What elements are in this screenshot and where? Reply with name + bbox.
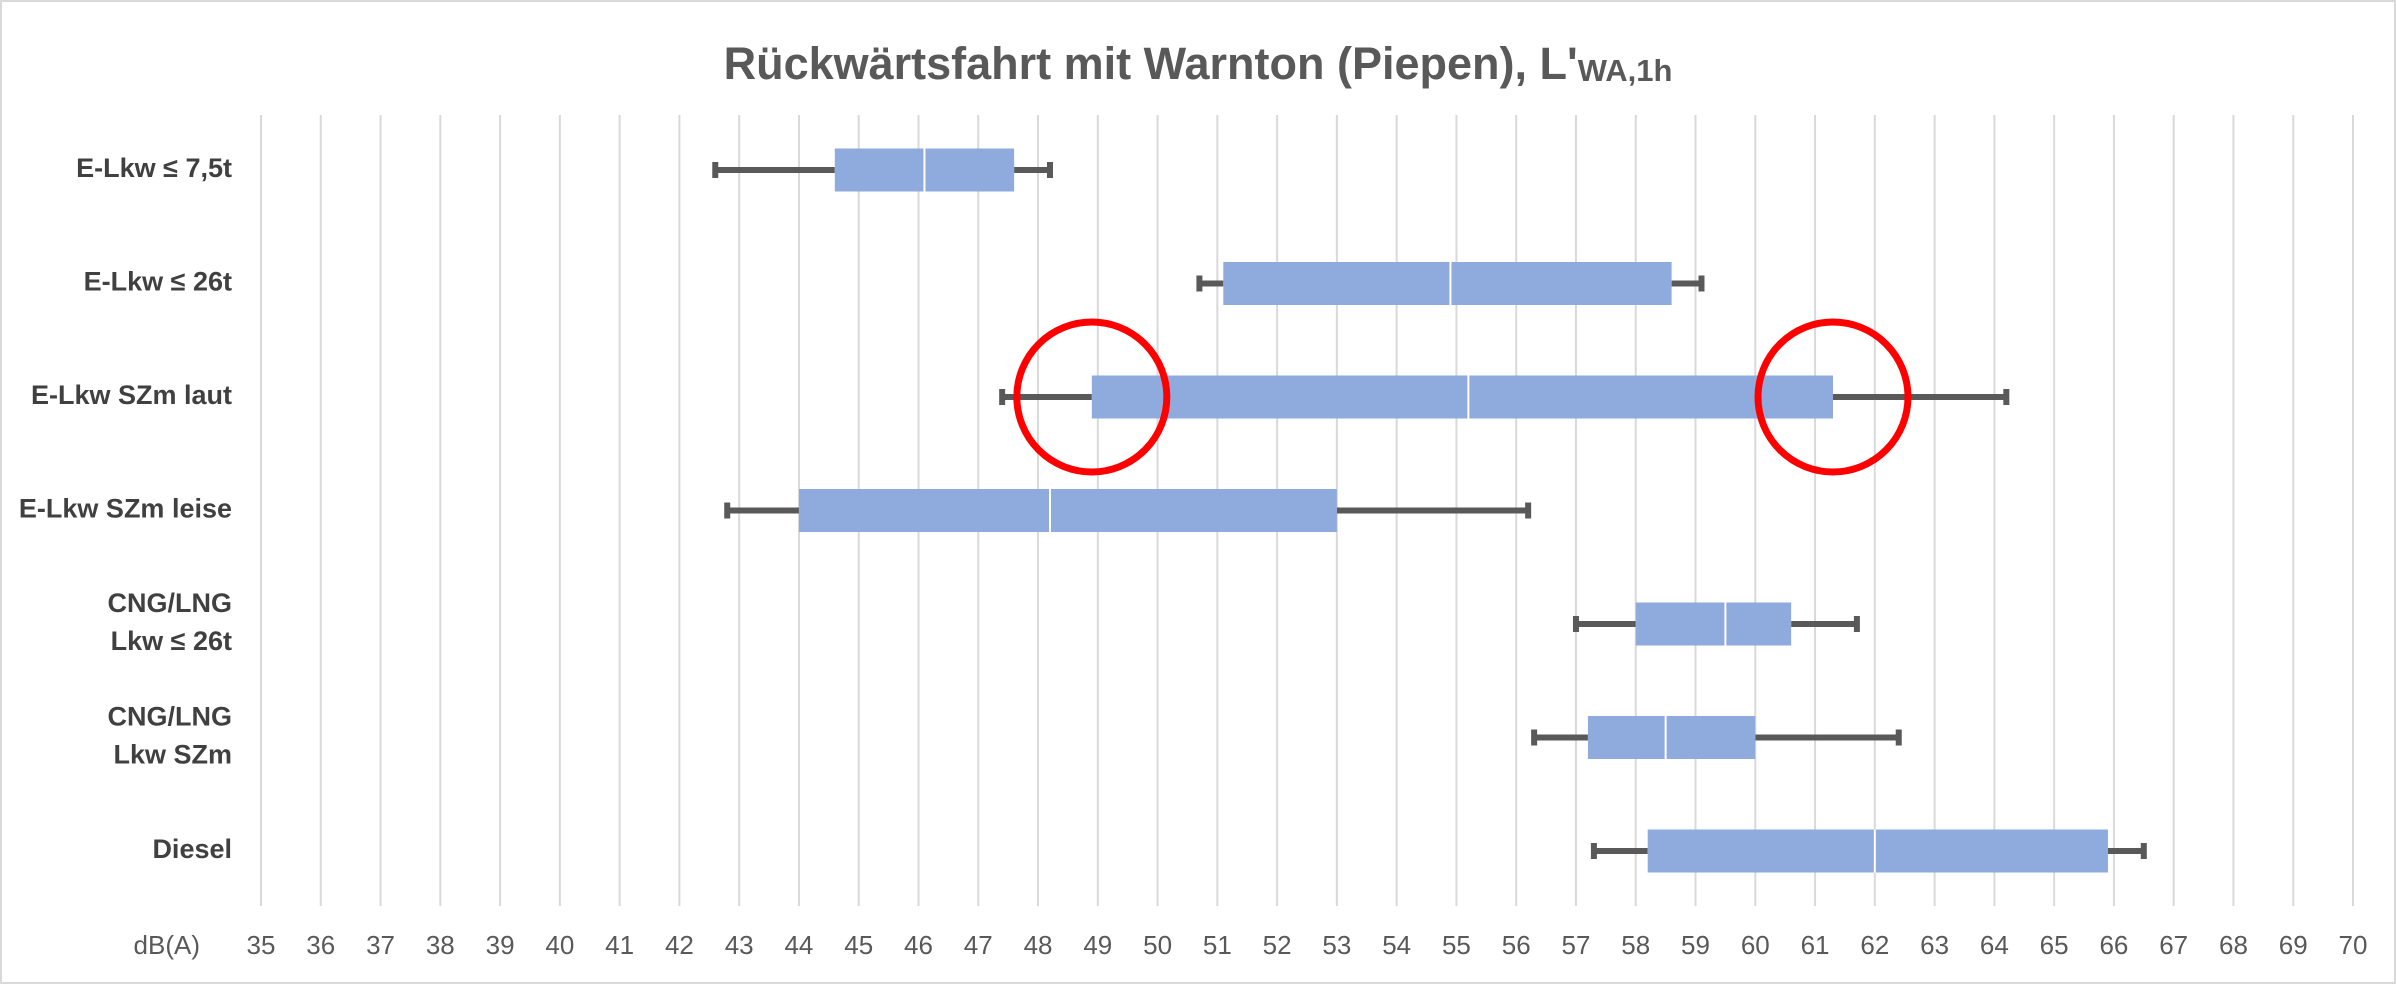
x-tick-label: 67 bbox=[2159, 930, 2188, 960]
y-tick-label: Lkw SZm bbox=[113, 740, 232, 770]
title-main: Rückwärtsfahrt mit Warnton (Piepen), L' bbox=[724, 38, 1578, 89]
x-tick-label: 63 bbox=[1920, 930, 1949, 960]
x-tick-label: 65 bbox=[2040, 930, 2069, 960]
x-tick-label: 37 bbox=[366, 930, 395, 960]
x-tick-label: 55 bbox=[1442, 930, 1471, 960]
x-tick-label: 47 bbox=[964, 930, 993, 960]
x-tick-label: 51 bbox=[1203, 930, 1232, 960]
box bbox=[1635, 602, 1792, 646]
chart-title: Rückwärtsfahrt mit Warnton (Piepen), L'W… bbox=[724, 38, 1673, 89]
y-tick-label: E-Lkw ≤ 26t bbox=[84, 267, 232, 297]
y-tick-label: E-Lkw ≤ 7,5t bbox=[76, 153, 232, 183]
x-tick-label: 53 bbox=[1322, 930, 1351, 960]
box bbox=[1587, 716, 1756, 759]
box bbox=[1091, 375, 1833, 419]
x-tick-label: 57 bbox=[1562, 930, 1591, 960]
x-tick-label: 62 bbox=[1860, 930, 1889, 960]
box bbox=[1647, 829, 2108, 873]
x-tick-label: 64 bbox=[1980, 930, 2009, 960]
x-tick-label: 38 bbox=[426, 930, 455, 960]
y-tick-label: Lkw ≤ 26t bbox=[111, 626, 232, 656]
y-tick-label: CNG/LNG bbox=[108, 588, 233, 618]
x-tick-label: 66 bbox=[2099, 930, 2128, 960]
x-tick-label: 61 bbox=[1801, 930, 1830, 960]
x-tick-label: 41 bbox=[605, 930, 634, 960]
x-tick-label: 54 bbox=[1382, 930, 1411, 960]
x-tick-label: 44 bbox=[784, 930, 813, 960]
x-tick-label: 48 bbox=[1024, 930, 1053, 960]
x-tick-label: 52 bbox=[1263, 930, 1292, 960]
x-tick-label: 60 bbox=[1741, 930, 1770, 960]
x-tick-label: 59 bbox=[1681, 930, 1710, 960]
x-tick-label: 49 bbox=[1083, 930, 1112, 960]
y-tick-label: Diesel bbox=[152, 834, 232, 864]
x-tick-label: 56 bbox=[1502, 930, 1531, 960]
highlight-circle bbox=[1754, 318, 1912, 476]
x-tick-label: 45 bbox=[844, 930, 873, 960]
x-tick-label: 70 bbox=[2339, 930, 2368, 960]
x-tick-label: 68 bbox=[2219, 930, 2248, 960]
box bbox=[1223, 262, 1672, 305]
x-tick-label: 43 bbox=[725, 930, 754, 960]
x-tick-label: 35 bbox=[247, 930, 276, 960]
highlight-circle bbox=[1013, 318, 1171, 476]
x-tick-label: 39 bbox=[486, 930, 515, 960]
y-tick-label: E-Lkw SZm leise bbox=[19, 494, 232, 524]
x-tick-label: 58 bbox=[1621, 930, 1650, 960]
y-tick-label: CNG/LNG bbox=[108, 702, 233, 732]
x-tick-label: 36 bbox=[306, 930, 335, 960]
y-tick-label: E-Lkw SZm laut bbox=[31, 380, 232, 410]
box bbox=[798, 489, 1337, 532]
x-tick-label: 69 bbox=[2279, 930, 2308, 960]
labels: dB(A) 35 36 37 38 39 40 41 42 43 44 45 46 47 48 49 50 51 5… bbox=[19, 153, 2368, 960]
marks bbox=[712, 148, 2147, 873]
x-axis-label: dB(A) bbox=[134, 930, 200, 960]
x-tick-label: 46 bbox=[904, 930, 933, 960]
title-subscript: WA,1h bbox=[1578, 53, 1673, 88]
x-tick-label: 40 bbox=[545, 930, 574, 960]
x-tick-label: 50 bbox=[1143, 930, 1172, 960]
x-tick-label: 42 bbox=[665, 930, 694, 960]
